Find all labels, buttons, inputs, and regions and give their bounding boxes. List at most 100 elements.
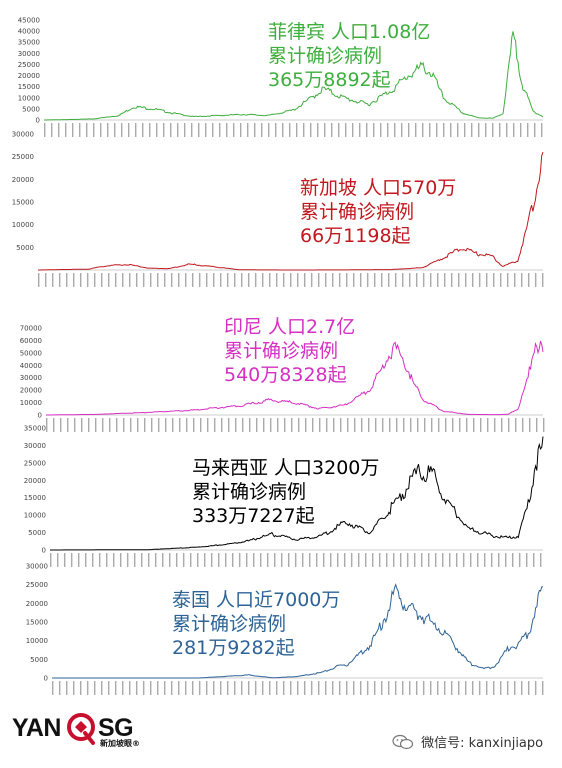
x-tick-mark <box>247 123 249 137</box>
x-tick-mark <box>388 273 390 287</box>
x-tick-mark <box>380 123 382 137</box>
x-tick-mark <box>113 553 115 567</box>
x-tick-mark <box>541 123 543 137</box>
y-tick-label: 70000 <box>20 325 42 333</box>
x-tick-mark <box>458 273 460 287</box>
x-tick-mark <box>276 681 278 695</box>
x-tick-mark <box>256 418 258 432</box>
x-tick-mark <box>346 273 348 287</box>
series-line <box>38 151 544 271</box>
chart-panel-3: 0 10000 20000 30000 40000 50000 60000 70000 印尼 人… <box>0 315 562 432</box>
x-tick-mark <box>255 273 257 287</box>
x-tick-mark <box>379 553 381 567</box>
x-tick-mark <box>400 553 402 567</box>
x-tick-mark <box>466 418 468 432</box>
x-tick-mark <box>542 273 544 287</box>
x-tick-mark <box>473 418 475 432</box>
x-tick-mark <box>470 553 472 567</box>
x-tick-mark <box>142 123 144 137</box>
x-tick-mark <box>533 553 535 567</box>
x-tick-mark <box>87 273 89 287</box>
x-tick-mark <box>290 681 292 695</box>
y-tick-label: 15000 <box>18 83 40 91</box>
x-tick-mark <box>129 273 131 287</box>
x-tick-mark <box>540 553 542 567</box>
x-tick-mark <box>423 273 425 287</box>
x-tick-mark <box>339 273 341 287</box>
x-tick-mark <box>227 681 229 695</box>
x-tick-mark <box>386 553 388 567</box>
annotation-line: 累计确诊病例 <box>172 613 287 635</box>
x-tick-mark <box>157 273 159 287</box>
x-tick-mark <box>521 273 523 287</box>
x-tick-mark <box>213 681 215 695</box>
x-tick-mark <box>45 273 47 287</box>
series-line <box>44 31 544 121</box>
y-tick-label: 20000 <box>18 72 40 80</box>
x-tick-mark <box>529 418 531 432</box>
x-tick-mark <box>323 553 325 567</box>
y-tick-label: 30000 <box>24 442 46 450</box>
x-tick-mark <box>44 123 46 137</box>
x-tick-mark <box>401 123 403 137</box>
x-tick-mark <box>353 681 355 695</box>
x-tick-mark <box>302 553 304 567</box>
x-tick-mark <box>248 681 250 695</box>
x-tick-mark <box>459 418 461 432</box>
x-tick-mark <box>472 681 474 695</box>
x-tick-mark <box>269 273 271 287</box>
x-tick-mark <box>66 681 68 695</box>
x-tick-mark <box>204 553 206 567</box>
x-tick-mark <box>373 123 375 137</box>
x-tick-mark <box>309 553 311 567</box>
x-tick-mark <box>177 123 179 137</box>
x-tick-mark <box>141 553 143 567</box>
x-tick-mark <box>409 681 411 695</box>
x-tick-mark <box>477 553 479 567</box>
x-tick-mark <box>415 123 417 137</box>
x-tick-mark <box>344 553 346 567</box>
x-tick-mark <box>211 553 213 567</box>
x-tick-mark <box>219 123 221 137</box>
x-tick-mark <box>407 553 409 567</box>
x-tick-mark <box>458 681 460 695</box>
x-tick-mark <box>451 681 453 695</box>
x-tick-mark <box>260 553 262 567</box>
x-tick-mark <box>361 418 363 432</box>
x-tick-mark <box>94 681 96 695</box>
series-line <box>52 583 544 679</box>
x-tick-mark <box>291 418 293 432</box>
chart-panel-1: 0 5000 10000 15000 20000 25000 30000 35000 40000… <box>0 14 562 137</box>
x-tick-mark <box>288 553 290 567</box>
x-tick-mark <box>241 273 243 287</box>
x-tick-mark <box>172 418 174 432</box>
x-tick-mark <box>522 418 524 432</box>
annotation-line: 累计确诊病例 <box>224 340 339 362</box>
x-tick-mark <box>212 123 214 137</box>
y-tick-label: 50000 <box>20 349 42 357</box>
chart-annotation: 菲律宾 人口1.08亿 累计确诊病例 365万8892起 <box>268 20 430 92</box>
x-tick-mark <box>206 681 208 695</box>
x-tick-mark <box>346 681 348 695</box>
y-tick-label: 15000 <box>12 199 34 207</box>
chart-svg-5: 0 5000 10000 15000 20000 25000 30000 <box>26 563 544 695</box>
x-tick-mark <box>227 273 229 287</box>
x-tick-mark <box>436 123 438 137</box>
y-tick-label: 30000 <box>26 563 48 571</box>
annotation-line: 365万8892起 <box>268 69 391 91</box>
x-tick-mark <box>487 418 489 432</box>
x-tick-mark <box>109 418 111 432</box>
x-tick-mark <box>190 553 192 567</box>
x-tick-mark <box>254 123 256 137</box>
y-tick-label: 20000 <box>20 387 42 395</box>
wechat-icon <box>392 734 414 750</box>
x-tick-mark <box>428 553 430 567</box>
wechat-label: 微信号: kanxinjiapo <box>421 736 544 751</box>
x-tick-mark <box>403 418 405 432</box>
x-tick-mark <box>527 123 529 137</box>
y-tick-label: 20000 <box>26 600 48 608</box>
x-tick-mark <box>220 273 222 287</box>
x-tick-mark <box>185 273 187 287</box>
x-tick-mark <box>248 273 250 287</box>
y-tick-label: 25000 <box>12 153 34 161</box>
